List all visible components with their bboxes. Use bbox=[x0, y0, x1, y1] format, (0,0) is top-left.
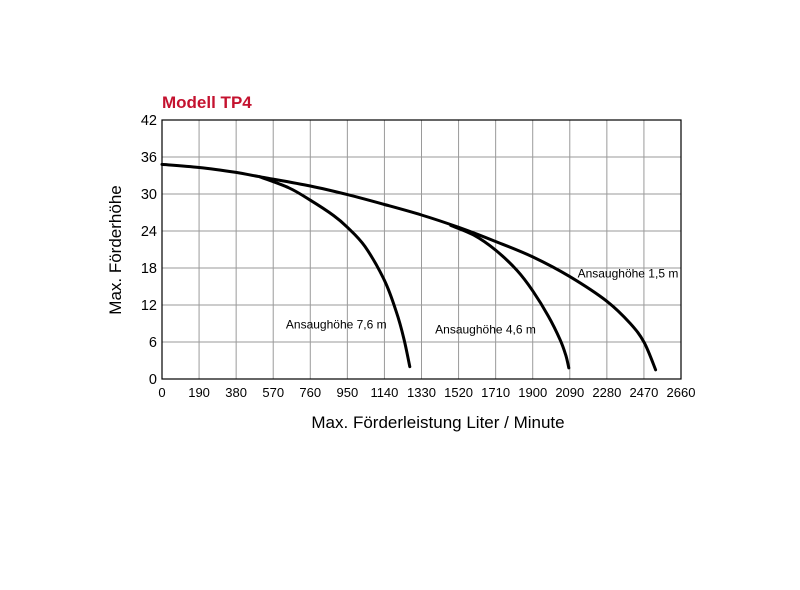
x-tick-label: 0 bbox=[158, 385, 165, 400]
grid bbox=[161, 119, 682, 380]
x-tick-label: 1900 bbox=[518, 385, 547, 400]
y-tick-labels: 0 6 12 18 24 30 36 42 bbox=[141, 113, 157, 388]
x-tick-label: 2470 bbox=[629, 385, 658, 400]
y-tick-label: 6 bbox=[149, 335, 157, 351]
curve-annotation: Ansaughöhe 7,6 m bbox=[286, 317, 387, 331]
annotations: Ansaughöhe 1,5 m Ansaughöhe 7,6 m Ansaughö… bbox=[286, 266, 678, 336]
x-tick-label: 190 bbox=[188, 385, 210, 400]
x-tick-labels: 0 190 380 570 760 950 1140 1330 1520 1710 1900 2090… bbox=[158, 385, 695, 400]
x-axis-label: Max. Förderleistung Liter / Minute bbox=[311, 413, 564, 432]
curve-annotation: Ansaughöhe 1,5 m bbox=[578, 266, 679, 280]
x-tick-label: 2280 bbox=[592, 385, 621, 400]
curve-annotation: Ansaughöhe 4,6 m bbox=[435, 322, 536, 336]
plot-frame bbox=[161, 119, 682, 380]
chart-title: Modell TP4 bbox=[162, 93, 252, 112]
x-tick-label: 760 bbox=[299, 385, 321, 400]
x-tick-label: 380 bbox=[225, 385, 247, 400]
y-tick-label: 42 bbox=[141, 113, 157, 129]
y-tick-label: 30 bbox=[141, 187, 157, 203]
series-line bbox=[258, 175, 412, 369]
x-tick-label: 1140 bbox=[370, 385, 398, 400]
y-tick-label: 12 bbox=[141, 298, 157, 314]
y-tick-label: 36 bbox=[141, 150, 157, 166]
y-tick-label: 24 bbox=[141, 224, 157, 240]
y-tick-label: 0 bbox=[149, 372, 157, 388]
x-tick-label: 570 bbox=[262, 385, 284, 400]
x-tick-label: 2090 bbox=[555, 385, 584, 400]
x-tick-label: 1520 bbox=[444, 385, 473, 400]
x-tick-label: 1330 bbox=[407, 385, 436, 400]
x-tick-label: 1710 bbox=[481, 385, 510, 400]
y-axis-label: Max. Förderhöhe bbox=[106, 185, 125, 314]
x-tick-label: 2660 bbox=[667, 385, 696, 400]
series-lines bbox=[160, 162, 658, 372]
y-tick-label: 18 bbox=[141, 261, 157, 277]
series-line bbox=[449, 223, 571, 370]
x-tick-label: 950 bbox=[337, 385, 359, 400]
series-line bbox=[160, 162, 658, 372]
